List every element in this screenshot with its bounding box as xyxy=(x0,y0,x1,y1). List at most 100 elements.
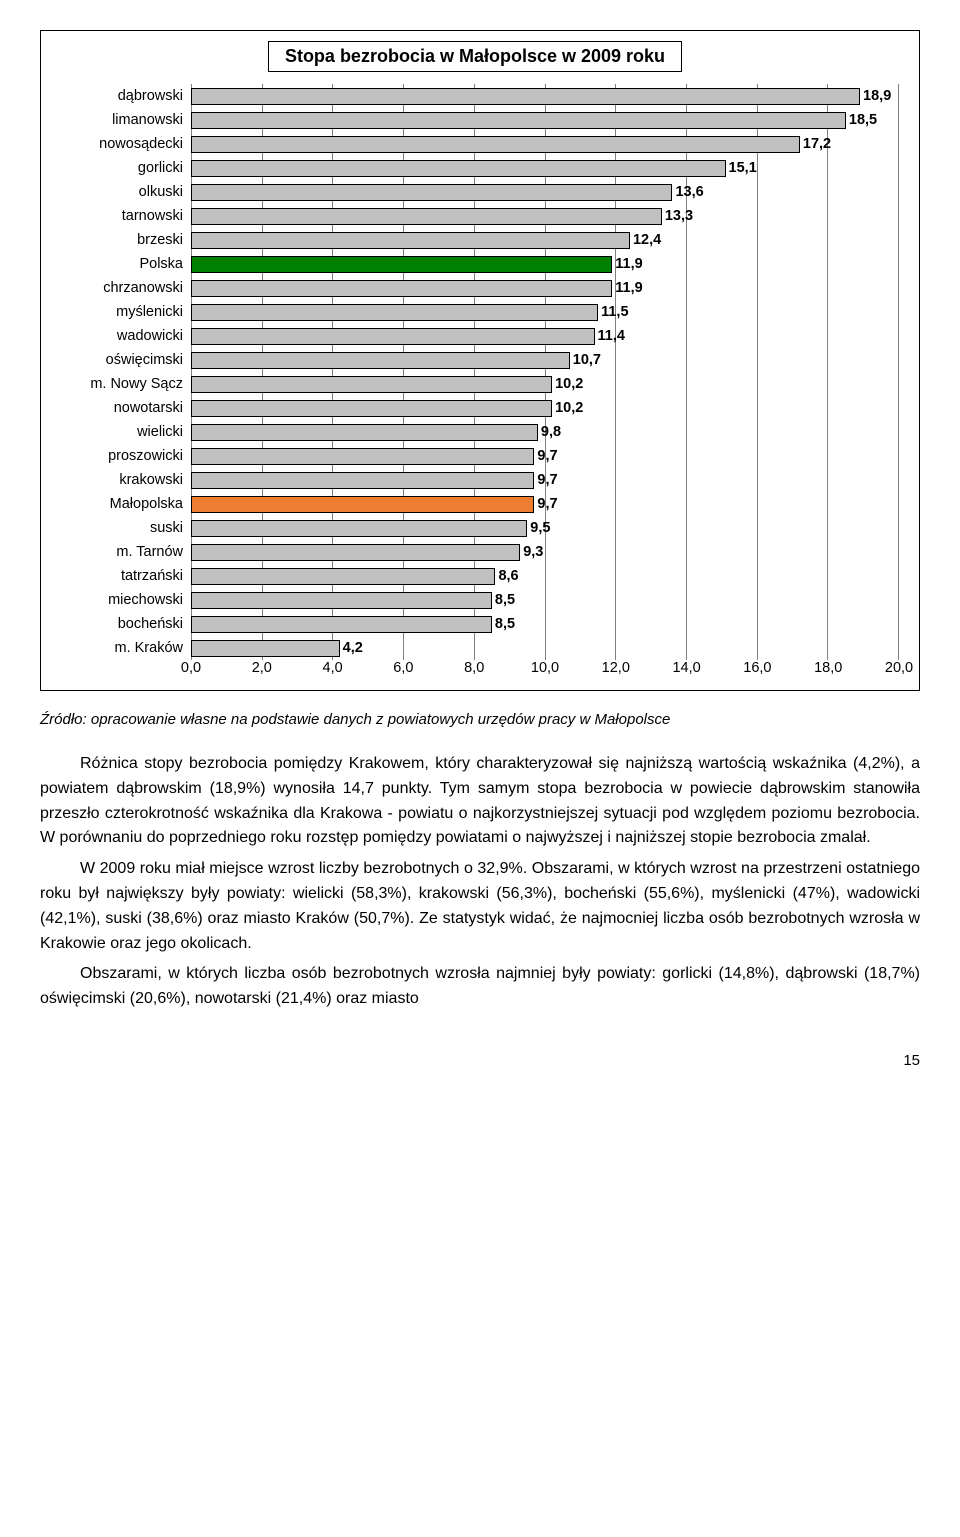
bar-value-label: 11,5 xyxy=(601,304,628,320)
plot-area: 18,918,517,215,113,613,312,411,911,911,5… xyxy=(191,84,899,660)
x-tick-label: 6,0 xyxy=(393,660,413,676)
category-label: nowosądecki xyxy=(51,132,191,156)
bar-row: 18,9 xyxy=(191,84,899,108)
bar-value-label: 15,1 xyxy=(729,160,757,176)
category-label: dąbrowski xyxy=(51,84,191,108)
x-tick-label: 16,0 xyxy=(743,660,771,676)
bar: 12,4 xyxy=(191,232,630,249)
source-note: Źródło: opracowanie własne na podstawie … xyxy=(40,711,920,728)
category-label: brzeski xyxy=(51,228,191,252)
bar-row: 11,4 xyxy=(191,324,899,348)
bar-row: 9,7 xyxy=(191,492,899,516)
category-label: tatrzański xyxy=(51,564,191,588)
x-tick-label: 18,0 xyxy=(814,660,842,676)
bar: 9,7 xyxy=(191,496,534,513)
bar: 10,7 xyxy=(191,352,570,369)
bar: 18,5 xyxy=(191,112,846,129)
bar-row: 9,8 xyxy=(191,420,899,444)
category-label: oświęcimski xyxy=(51,348,191,372)
x-tick-label: 12,0 xyxy=(602,660,630,676)
bar-value-label: 10,7 xyxy=(573,352,601,368)
category-label: krakowski xyxy=(51,468,191,492)
category-label: nowotarski xyxy=(51,396,191,420)
bar-row: 4,2 xyxy=(191,636,899,660)
category-label: m. Kraków xyxy=(51,636,191,660)
x-tick-label: 2,0 xyxy=(252,660,272,676)
bar-row: 11,9 xyxy=(191,276,899,300)
bar: 9,7 xyxy=(191,472,534,489)
bar-row: 13,6 xyxy=(191,180,899,204)
body-paragraph: Obszarami, w których liczba osób bezrobo… xyxy=(40,962,920,1012)
bar: 8,6 xyxy=(191,568,495,585)
bar-value-label: 4,2 xyxy=(343,640,363,656)
bar: 13,3 xyxy=(191,208,662,225)
category-label: wielicki xyxy=(51,420,191,444)
bar: 11,4 xyxy=(191,328,595,345)
bar-value-label: 18,5 xyxy=(849,112,877,128)
bar-value-label: 9,7 xyxy=(537,496,557,512)
bar-value-label: 9,7 xyxy=(537,472,557,488)
x-axis: 0,02,04,06,08,010,012,014,016,018,020,0 xyxy=(51,660,899,680)
category-label: m. Tarnów xyxy=(51,540,191,564)
bar: 9,5 xyxy=(191,520,527,537)
chart-title-wrap: Stopa bezrobocia w Małopolsce w 2009 rok… xyxy=(51,41,899,72)
bar-row: 9,3 xyxy=(191,540,899,564)
bar-value-label: 9,3 xyxy=(523,544,543,560)
bar-row: 10,2 xyxy=(191,396,899,420)
category-label: Małopolska xyxy=(51,492,191,516)
category-label: suski xyxy=(51,516,191,540)
category-label: m. Nowy Sącz xyxy=(51,372,191,396)
bar-row: 18,5 xyxy=(191,108,899,132)
bar: 9,8 xyxy=(191,424,538,441)
category-label: chrzanowski xyxy=(51,276,191,300)
category-label: myślenicki xyxy=(51,300,191,324)
bars: 18,918,517,215,113,613,312,411,911,911,5… xyxy=(191,84,899,660)
bar-value-label: 9,7 xyxy=(537,448,557,464)
bar-value-label: 8,5 xyxy=(495,616,515,632)
y-axis-labels: dąbrowskilimanowskinowosądeckigorlickiol… xyxy=(51,84,191,660)
bar-row: 11,5 xyxy=(191,300,899,324)
bar: 17,2 xyxy=(191,136,800,153)
category-label: wadowicki xyxy=(51,324,191,348)
bar: 9,3 xyxy=(191,544,520,561)
category-label: tarnowski xyxy=(51,204,191,228)
bar: 9,7 xyxy=(191,448,534,465)
bar-row: 9,5 xyxy=(191,516,899,540)
category-label: limanowski xyxy=(51,108,191,132)
bar-row: 17,2 xyxy=(191,132,899,156)
bar-row: 9,7 xyxy=(191,444,899,468)
bar: 18,9 xyxy=(191,88,860,105)
bar-value-label: 12,4 xyxy=(633,232,661,248)
bar-value-label: 11,9 xyxy=(615,280,642,296)
body-paragraph: Różnica stopy bezrobocia pomiędzy Krakow… xyxy=(40,752,920,851)
x-tick-label: 14,0 xyxy=(672,660,700,676)
bar: 10,2 xyxy=(191,400,552,417)
category-label: bocheński xyxy=(51,612,191,636)
bar-value-label: 8,6 xyxy=(498,568,518,584)
bar: 8,5 xyxy=(191,616,492,633)
x-tick-label: 10,0 xyxy=(531,660,559,676)
bar: 11,5 xyxy=(191,304,598,321)
bar-row: 10,7 xyxy=(191,348,899,372)
bar-row: 12,4 xyxy=(191,228,899,252)
chart-title: Stopa bezrobocia w Małopolsce w 2009 rok… xyxy=(268,41,682,72)
bar: 11,9 xyxy=(191,280,612,297)
bar-value-label: 9,5 xyxy=(530,520,550,536)
category-label: miechowski xyxy=(51,588,191,612)
x-tick-label: 8,0 xyxy=(464,660,484,676)
bar-row: 8,5 xyxy=(191,588,899,612)
bar-row: 10,2 xyxy=(191,372,899,396)
x-tick-label: 0,0 xyxy=(181,660,201,676)
bar-value-label: 18,9 xyxy=(863,88,891,104)
page-number: 15 xyxy=(40,1052,920,1069)
bar: 8,5 xyxy=(191,592,492,609)
bar-value-label: 9,8 xyxy=(541,424,561,440)
bar: 10,2 xyxy=(191,376,552,393)
category-label: proszowicki xyxy=(51,444,191,468)
category-label: Polska xyxy=(51,252,191,276)
bar-value-label: 8,5 xyxy=(495,592,515,608)
x-axis-labels: 0,02,04,06,08,010,012,014,016,018,020,0 xyxy=(191,660,899,680)
bar-row: 11,9 xyxy=(191,252,899,276)
bar-value-label: 13,3 xyxy=(665,208,693,224)
bar-row: 13,3 xyxy=(191,204,899,228)
